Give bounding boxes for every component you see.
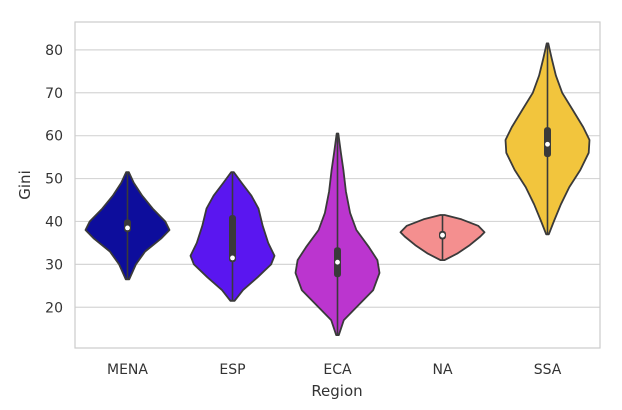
median-eca xyxy=(335,259,340,265)
x-tick-ssa: SSA xyxy=(534,362,562,378)
violin-esp xyxy=(189,171,276,302)
y-axis-label: Gini xyxy=(16,170,34,199)
median-esp xyxy=(230,255,235,261)
x-tick-na: NA xyxy=(432,362,452,378)
y-tick-80: 80 xyxy=(45,43,63,59)
violin-na xyxy=(399,214,486,262)
plot-frame xyxy=(74,21,601,349)
x-axis-label: Region xyxy=(311,382,362,400)
x-tick-esp: ESP xyxy=(219,362,245,378)
x-tick-labels: MENA ESP ECA NA SSA xyxy=(107,362,562,378)
y-tick-60: 60 xyxy=(45,129,63,145)
violin-mena xyxy=(84,171,171,281)
x-tick-eca: ECA xyxy=(323,362,352,378)
y-tick-70: 70 xyxy=(45,86,63,102)
violins xyxy=(84,42,591,337)
violin-ssa xyxy=(504,42,591,236)
median-mena xyxy=(125,225,130,231)
median-ssa xyxy=(545,141,550,147)
iqr-box-esp xyxy=(229,215,236,263)
y-tick-40: 40 xyxy=(45,214,63,230)
y-tick-50: 50 xyxy=(45,172,63,188)
x-tick-mena: MENA xyxy=(107,362,148,378)
y-tick-20: 20 xyxy=(45,300,63,316)
violin-eca xyxy=(294,132,381,337)
y-tick-labels: 20 30 40 50 60 70 80 xyxy=(45,43,63,316)
median-na xyxy=(440,232,445,238)
y-tick-30: 30 xyxy=(45,257,63,273)
